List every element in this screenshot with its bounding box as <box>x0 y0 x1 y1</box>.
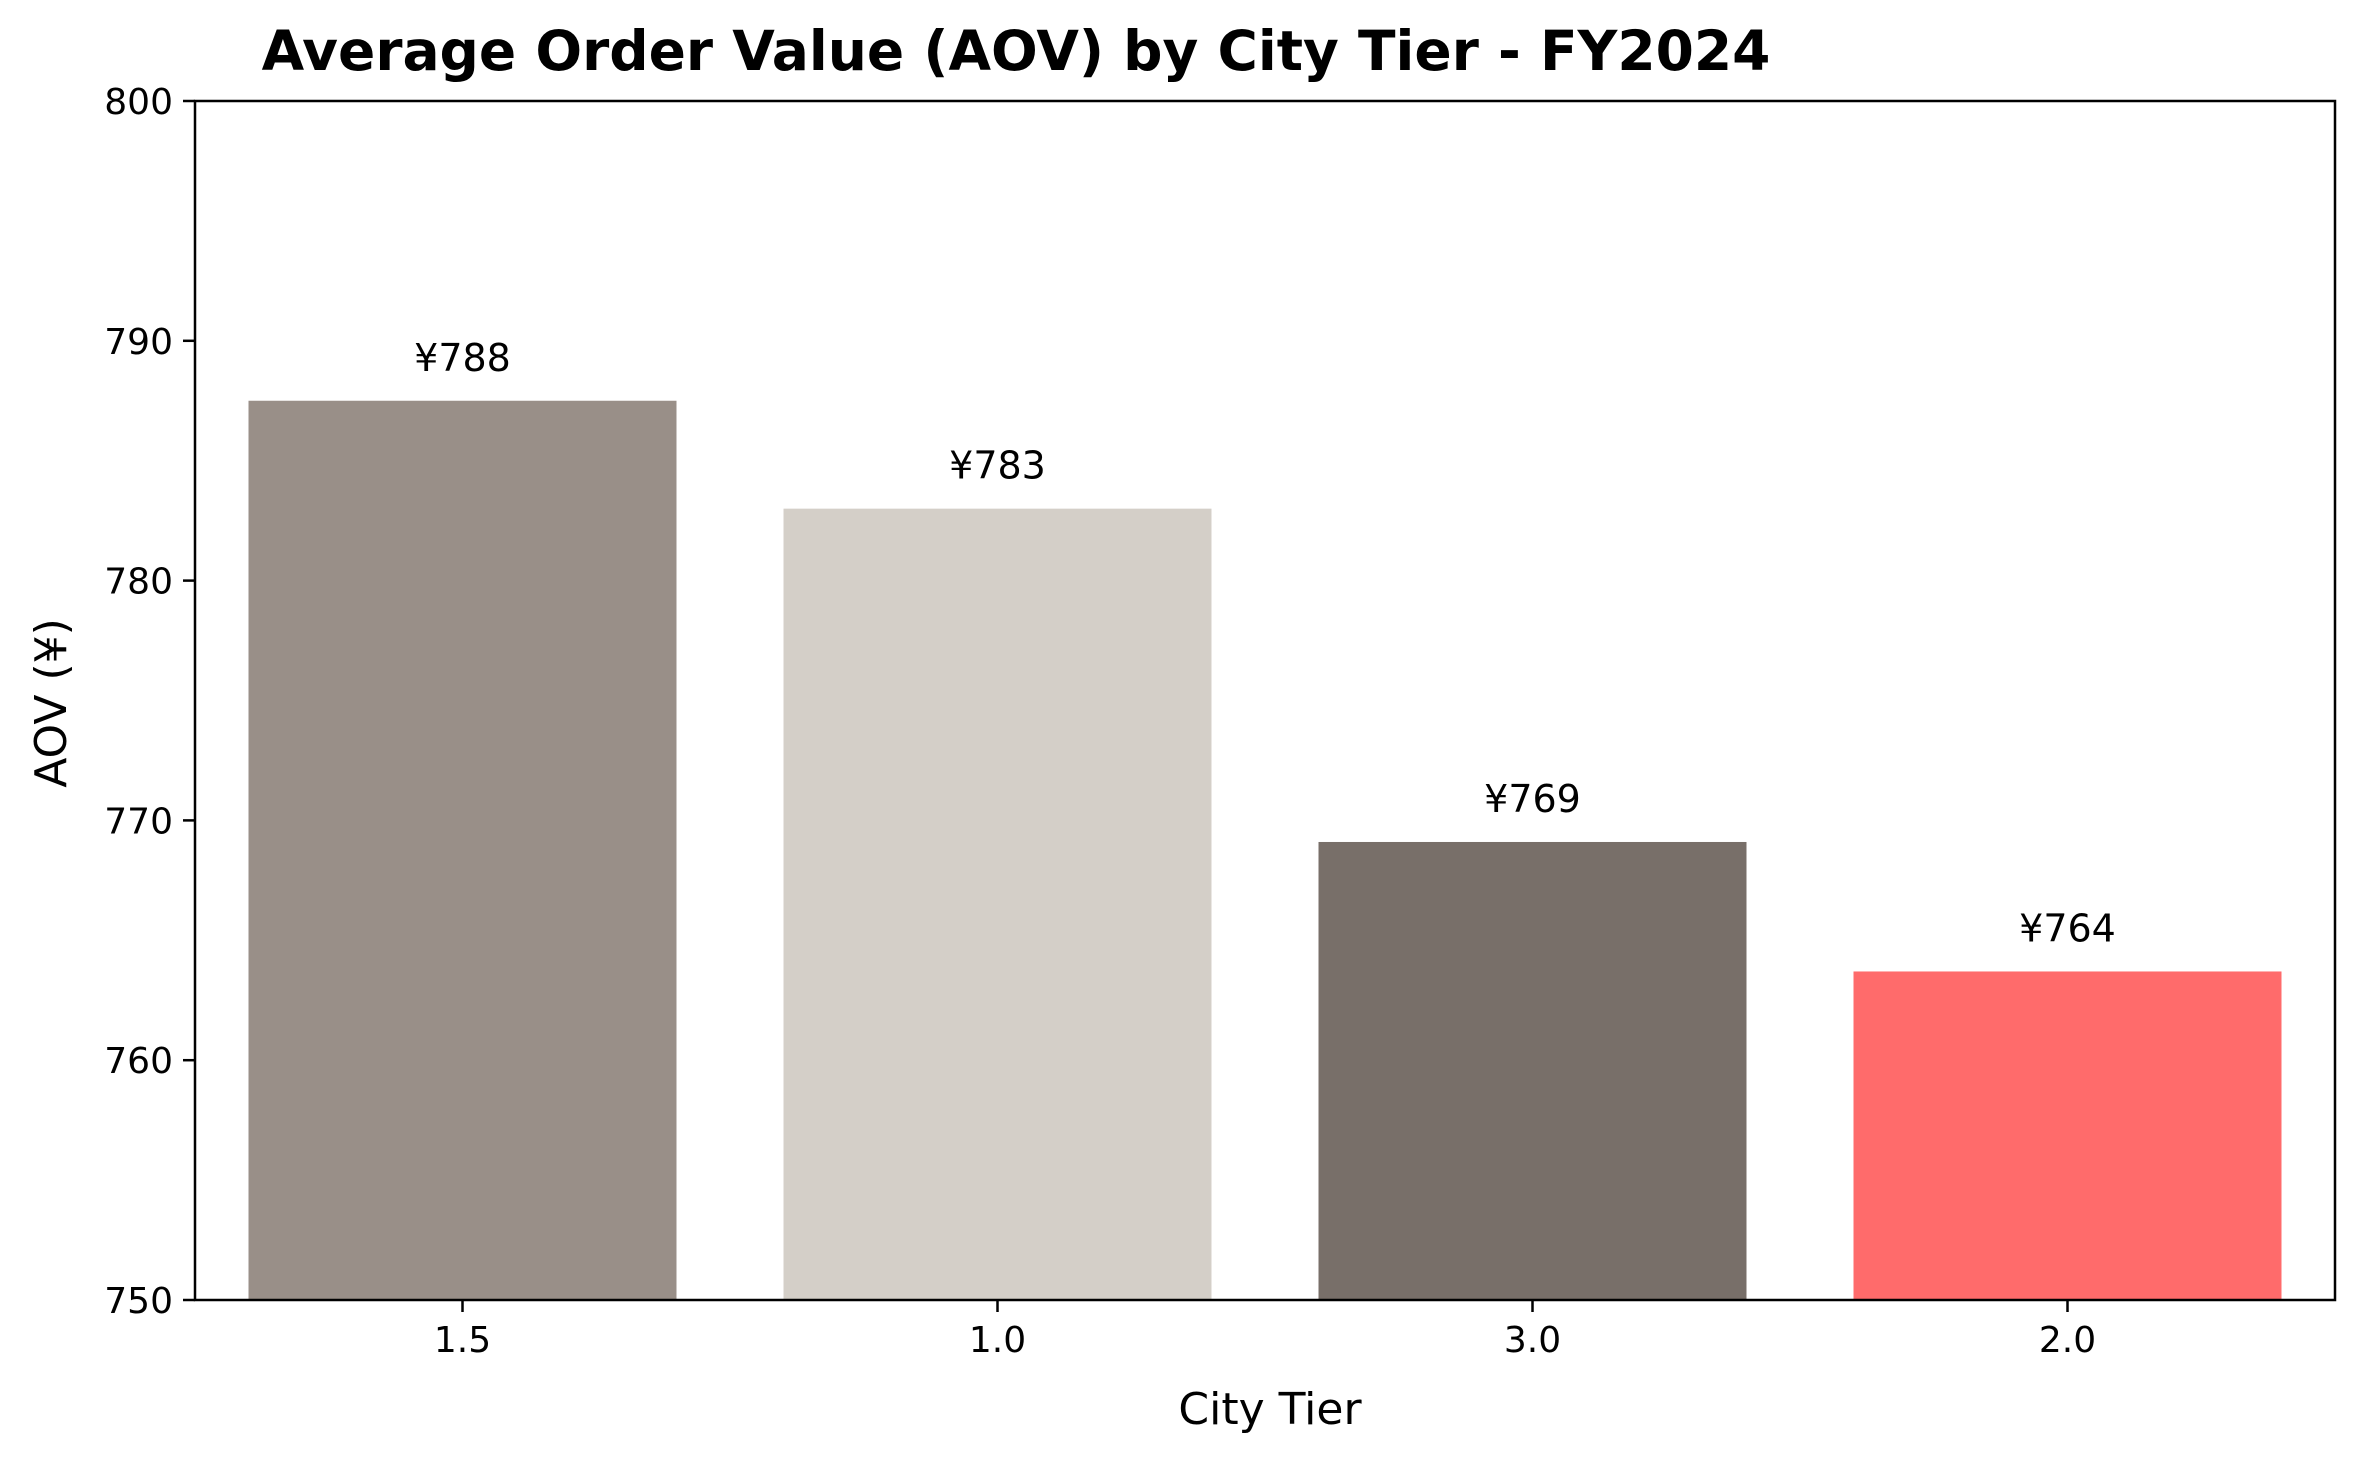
y-tick-label: 770 <box>104 801 173 842</box>
data-label-1.0: ¥783 <box>949 444 1046 488</box>
data-label-3.0: ¥769 <box>1484 777 1581 821</box>
bar-1.0 <box>783 508 1212 1300</box>
data-label-2.0: ¥764 <box>2019 906 2116 950</box>
x-tick-label: 3.0 <box>1504 1320 1561 1361</box>
y-tick-label: 750 <box>104 1281 173 1322</box>
bar-3.0 <box>1318 841 1747 1300</box>
y-tick-label: 780 <box>104 562 173 603</box>
data-label-1.5: ¥788 <box>414 336 511 380</box>
bar-1.5 <box>248 400 677 1300</box>
plot-frame <box>193 99 2337 1302</box>
x-tick-label: 1.0 <box>969 1320 1026 1361</box>
y-tick-label: 800 <box>104 82 173 123</box>
bar-2.0 <box>1853 971 2282 1300</box>
chart-title: Average Order Value (AOV) by City Tier -… <box>262 19 1771 83</box>
y-axis: 750 760 770 780 790 800 <box>104 82 195 1322</box>
y-axis-label: AOV (¥) <box>26 618 77 788</box>
value-labels-layer: ¥788 ¥783 ¥769 ¥764 <box>414 336 2116 951</box>
y-tick-label: 760 <box>104 1041 173 1082</box>
y-tick-label: 790 <box>104 322 173 363</box>
bars-layer <box>248 400 2282 1300</box>
x-axis-label: City Tier <box>1178 1384 1362 1435</box>
x-tick-label: 1.5 <box>434 1320 491 1361</box>
x-tick-label: 2.0 <box>2039 1320 2096 1361</box>
x-axis: 1.5 1.0 3.0 2.0 <box>434 1300 2096 1361</box>
